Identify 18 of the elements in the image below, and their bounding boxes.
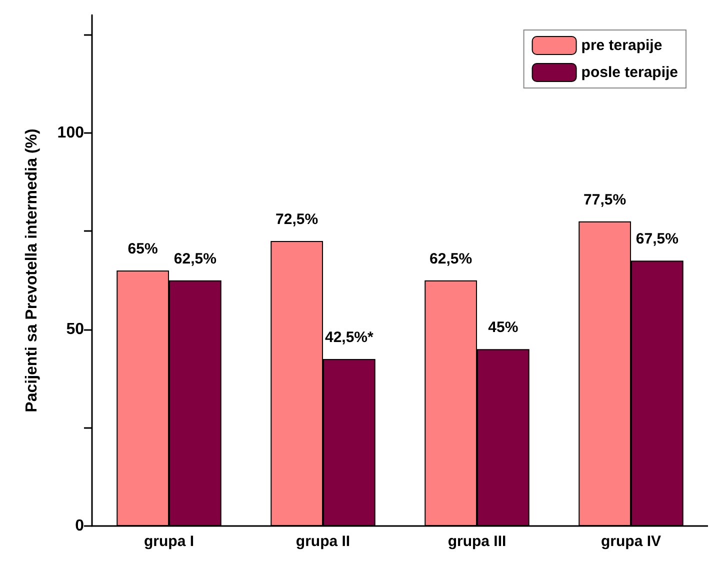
data-label: 67,5%: [636, 230, 678, 248]
data-label: 65%: [128, 240, 158, 258]
data-label: 77,5%: [584, 191, 626, 208]
y-axis-title: Pacijenti sa Prevotella intermedia (%): [24, 128, 40, 412]
y-tick-label: 50: [66, 320, 84, 338]
x-tick-label: grupa II: [296, 533, 350, 550]
y-tick-label: 100: [57, 124, 84, 142]
x-tick-label: grupa III: [448, 533, 506, 550]
data-label: 62,5%: [430, 250, 472, 268]
data-label: 45%: [488, 319, 518, 336]
y-tick-label: 0: [75, 518, 84, 534]
legend-label: pre terapije: [581, 37, 662, 54]
data-label: 72,5%: [276, 211, 318, 228]
legend-label: posle terapije: [581, 64, 678, 81]
data-label: 42,5%*: [324, 328, 374, 346]
x-tick-label: grupa IV: [600, 533, 662, 550]
data-label: 62,5%: [174, 250, 216, 268]
x-tick-label: grupa I: [144, 533, 194, 550]
